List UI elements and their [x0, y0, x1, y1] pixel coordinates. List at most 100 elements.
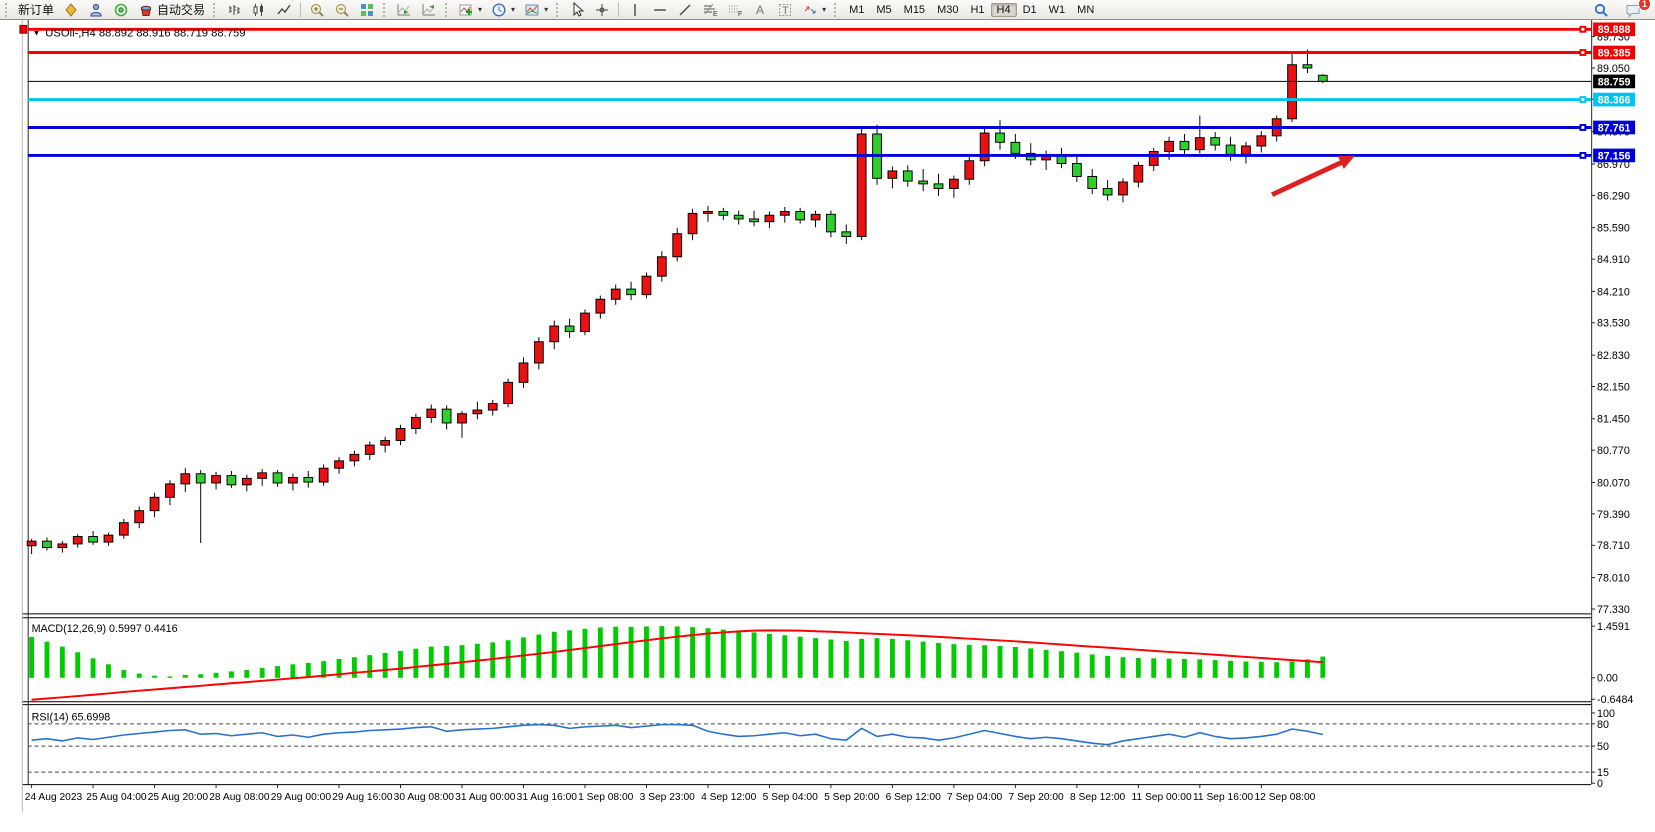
line-chart-button[interactable] — [272, 1, 296, 19]
templates-button[interactable]: ▾ — [520, 1, 552, 19]
macd-pane: MACD(12,26,9) 0.5997 0.4416 1.4591 0.00 -0.… — [29, 621, 1633, 706]
timeframe-M15-button[interactable]: M15 — [903, 3, 926, 16]
time-tick-label: 31 Aug 16:00 — [517, 792, 578, 803]
hline-handle[interactable] — [19, 24, 28, 34]
symbol-dropdown-icon[interactable]: ▼ — [33, 29, 41, 38]
bull-candle — [26, 540, 37, 547]
rsi-tick-label: 15 — [1597, 767, 1609, 779]
macd-histogram-bar — [336, 659, 342, 678]
timeframe-D1-button[interactable]: D1 — [1022, 3, 1037, 16]
macd-histogram-bar — [106, 664, 111, 678]
macd-histogram-bar — [29, 637, 35, 678]
trendline-button[interactable] — [673, 1, 697, 19]
line-chart-icon — [276, 2, 292, 18]
timeframe-H1-button[interactable]: H1 — [970, 3, 985, 16]
bear-candle — [226, 475, 237, 486]
macd-histogram-bar — [1043, 649, 1049, 678]
chart-shift-button[interactable] — [417, 1, 441, 19]
auto-trading-button[interactable]: 自动交易 — [134, 1, 209, 19]
search-icon — [1593, 2, 1609, 18]
zoom-out-button[interactable] — [330, 1, 354, 19]
fibonacci-button[interactable]: E — [698, 1, 722, 19]
bear-candle — [626, 288, 636, 296]
time-tick-label: 24 Aug 2023 — [25, 792, 83, 803]
time-axis[interactable]: 24 Aug 2023 25 Aug 04:00 25 Aug 20:00 28 Au… — [25, 784, 1316, 803]
macd-histogram-bar — [1166, 658, 1172, 678]
bull-candle — [241, 477, 252, 486]
search-button[interactable] — [1589, 1, 1613, 19]
bear-candle — [303, 476, 314, 483]
vertical-line-button[interactable] — [623, 1, 647, 19]
bull-candle — [134, 510, 145, 524]
macd-histogram-bar — [90, 658, 96, 678]
tile-windows-button[interactable] — [355, 1, 379, 19]
bull-candle — [318, 467, 329, 483]
bear-candle — [718, 211, 729, 216]
time-tick-label: 30 Aug 08:00 — [394, 792, 455, 803]
new-order-button[interactable]: 新订单 — [14, 1, 58, 19]
macd-histogram-bar — [59, 646, 65, 678]
price-tags: 89.888 89.385 88.759 88.366 87.761 87.156 — [1593, 22, 1636, 162]
shapes-button[interactable]: ▾ — [798, 1, 830, 19]
time-tick-label: 8 Sep 12:00 — [1070, 792, 1126, 803]
timeframe-MN-button[interactable]: MN — [1077, 3, 1095, 16]
crosshair-button[interactable] — [590, 1, 614, 19]
grid-f-button[interactable]: F — [723, 1, 747, 19]
horizontal-line-icon — [652, 2, 668, 18]
timeframe-H4-button[interactable]: H4 — [990, 2, 1017, 17]
period-button[interactable]: ▾ — [487, 1, 519, 19]
macd-tick-label: 1.4591 — [1597, 621, 1630, 633]
macd-histogram-bar — [997, 645, 1003, 678]
macd-signal-line — [31, 629, 1323, 701]
zoom-in-button[interactable] — [305, 1, 329, 19]
arrow-annotation[interactable] — [1271, 155, 1356, 197]
zoom-in-icon — [309, 2, 325, 18]
trendline-icon — [677, 2, 693, 18]
bear-candle — [995, 132, 1005, 143]
price-tick-label: 82.830 — [1597, 350, 1630, 362]
macd-histogram-bar — [1089, 654, 1095, 678]
auto-trading-icon — [138, 2, 154, 18]
text-icon: A — [752, 2, 768, 18]
horizontal-line-button[interactable] — [648, 1, 672, 19]
chart-gallery-button[interactable] — [59, 1, 83, 19]
bull-candle — [856, 133, 867, 237]
macd-histogram-bar — [152, 675, 158, 678]
macd-histogram-bar — [305, 662, 311, 678]
bull-candle — [672, 233, 683, 258]
hline-objects[interactable] — [19, 24, 1592, 159]
auto-scroll-button[interactable] — [392, 1, 416, 19]
time-tick-label: 31 Aug 00:00 — [455, 792, 516, 803]
toolbar-grip — [5, 2, 10, 17]
profile-button[interactable] — [84, 1, 108, 19]
signal-button[interactable] — [109, 1, 133, 19]
bull-candle — [487, 403, 498, 411]
cursor-button[interactable] — [565, 1, 589, 19]
bar-chart-button[interactable] — [222, 1, 246, 19]
timeframe-M1-button[interactable]: M1 — [849, 3, 865, 16]
macd-histogram-bar — [766, 633, 772, 678]
timeframe-M5-button[interactable]: M5 — [876, 3, 892, 16]
timeframe-W1-button[interactable]: W1 — [1048, 3, 1066, 16]
macd-histogram-bar — [1059, 651, 1064, 678]
macd-histogram-bar — [44, 641, 50, 678]
candlestick-chart-button[interactable] — [247, 1, 271, 19]
notifications-button[interactable]: 1 — [1621, 0, 1651, 19]
macd-tick-label: 0.00 — [1597, 673, 1618, 685]
macd-histogram-bar — [1074, 652, 1080, 678]
bull-candle — [1133, 164, 1144, 183]
bull-candle — [656, 256, 667, 277]
text-label-button[interactable]: T — [773, 1, 797, 19]
timeframe-M30-button[interactable]: M30 — [937, 3, 959, 16]
macd-histogram-bar — [244, 670, 250, 678]
macd-histogram-bar — [843, 640, 849, 678]
indicators-button[interactable]: ▾ — [454, 1, 486, 19]
chart-window[interactable]: 89.73089.05088.37087.67086.97086.29085.5… — [0, 20, 1655, 832]
svg-text:A: A — [756, 3, 764, 17]
signal-icon — [113, 2, 129, 18]
dropdown-caret: ▾ — [544, 5, 549, 14]
price-tag-87.761: 87.761 — [1598, 122, 1631, 134]
bull-candle — [257, 472, 268, 479]
rsi-tick-label: 0 — [1597, 778, 1603, 790]
text-button[interactable]: A — [748, 1, 772, 19]
